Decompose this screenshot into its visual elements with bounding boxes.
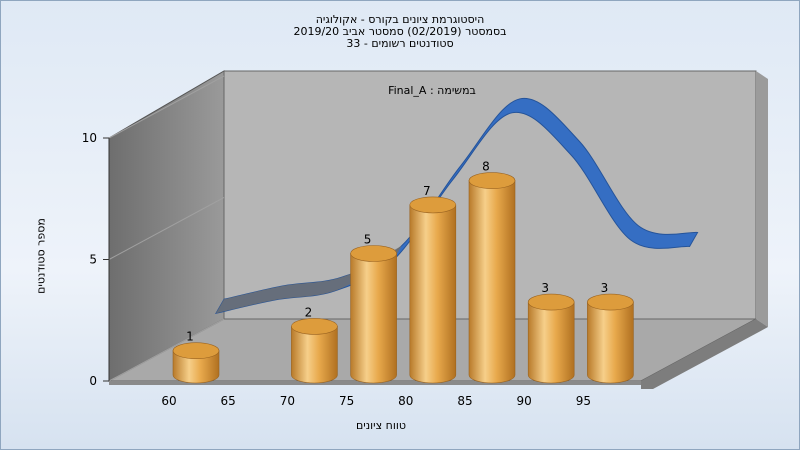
bar-top	[350, 245, 397, 262]
wall-gridline	[108, 318, 225, 382]
bar-body	[291, 326, 338, 384]
bar-data-label: 5	[364, 233, 372, 247]
bar-top	[409, 196, 457, 214]
y-tick-label: 10	[82, 131, 97, 145]
bar-body	[468, 180, 516, 384]
chart-title-line-3: סטודנטים רשומים - 33	[346, 37, 454, 50]
bar-data-label: 3	[601, 281, 609, 295]
wall-gridline	[108, 75, 225, 139]
bar-top	[172, 342, 220, 360]
bar-top	[468, 172, 516, 189]
chart-annotation: Final_A : במשימה	[388, 84, 476, 97]
y-tick-label: 5	[89, 253, 97, 267]
x-tick-label: 90	[517, 394, 532, 408]
y-axis-label: מספר סטודנטים	[34, 218, 48, 294]
bar-body	[527, 301, 575, 384]
bar-data-label: 1	[186, 330, 194, 344]
bar-top	[587, 293, 634, 311]
bar-data-label: 2	[305, 305, 313, 319]
y-tick-label: 0	[89, 374, 97, 388]
x-axis-label: טווח ציונים	[356, 419, 406, 432]
bar-top	[527, 293, 575, 311]
x-tick-label: 85	[457, 394, 472, 408]
chart-title-line-1: היסטוגרמת ציונים בקורס - אקולוגיה	[315, 13, 485, 26]
x-tick-label: 65	[221, 394, 236, 408]
x-tick-label: 75	[339, 394, 354, 408]
wall-gridline	[108, 197, 225, 260]
bar-data-label: 8	[482, 160, 490, 174]
bar-data-label: 3	[541, 281, 549, 295]
right-frame-edge	[756, 71, 768, 327]
x-tick-label: 95	[576, 394, 591, 408]
bar-body	[350, 253, 397, 384]
bar-data-label: 7	[423, 184, 431, 198]
chart-title-line-2: בסמסטר (02/2019) סמסטר אביב 2019/20	[293, 25, 507, 38]
floor-front-edge	[641, 319, 768, 389]
bar-body	[587, 301, 634, 384]
bar-body	[172, 350, 220, 384]
x-tick-label: 70	[280, 394, 295, 408]
x-tick-label: 80	[398, 394, 413, 408]
x-tick-label: 60	[161, 394, 176, 408]
bar-body	[409, 204, 457, 384]
distribution-curve-shadow	[216, 245, 402, 314]
bar-top	[291, 318, 338, 335]
